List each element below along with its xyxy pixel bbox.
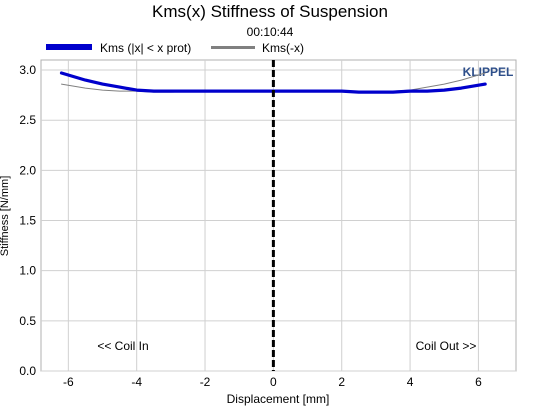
brand-logo: KLIPPEL	[463, 65, 514, 79]
chart-subtitle: 00:10:44	[247, 25, 294, 39]
y-tick-label: 0.0	[19, 364, 36, 378]
annotation-coil-out: Coil Out >>	[416, 339, 477, 353]
y-tick-label: 2.5	[19, 113, 36, 127]
annotation-coil-in: << Coil In	[97, 339, 148, 353]
y-tick-label: 2.0	[19, 163, 36, 177]
series	[59, 71, 487, 94]
legend: Kms (|x| < x prot) Kms(-x)	[46, 41, 304, 55]
x-tick-label: 6	[475, 375, 482, 389]
y-tick-label: 0.5	[19, 314, 36, 328]
x-tick-label: -2	[200, 375, 211, 389]
x-tick-label: -6	[63, 375, 74, 389]
x-tick-label: 0	[270, 375, 277, 389]
x-tick-label: 4	[407, 375, 414, 389]
chart-title: Kms(x) Stiffness of Suspension	[152, 2, 388, 21]
y-tick-label: 3.0	[19, 63, 36, 77]
y-axis-label: Stiffness [N/mm]	[0, 176, 11, 256]
tick-labels: -6 -4 -2 0 2 4 6 0.0 0.5 1.0 1.5 2.0 2.5 3.0	[19, 63, 482, 389]
x-tick-label: 2	[338, 375, 345, 389]
plot-frame	[40, 59, 517, 372]
y-tick-label: 1.5	[19, 214, 36, 228]
series-line-1	[59, 71, 487, 94]
legend-swatch-series-2	[211, 46, 255, 49]
x-tick-label: -4	[131, 375, 142, 389]
legend-swatch-series-1	[46, 44, 92, 50]
y-tick-label: 1.0	[19, 264, 36, 278]
legend-label-series-1: Kms (|x| < x prot)	[100, 41, 191, 55]
legend-label-series-2: Kms(-x)	[262, 41, 304, 55]
x-axis-label: Displacement [mm]	[227, 392, 330, 406]
